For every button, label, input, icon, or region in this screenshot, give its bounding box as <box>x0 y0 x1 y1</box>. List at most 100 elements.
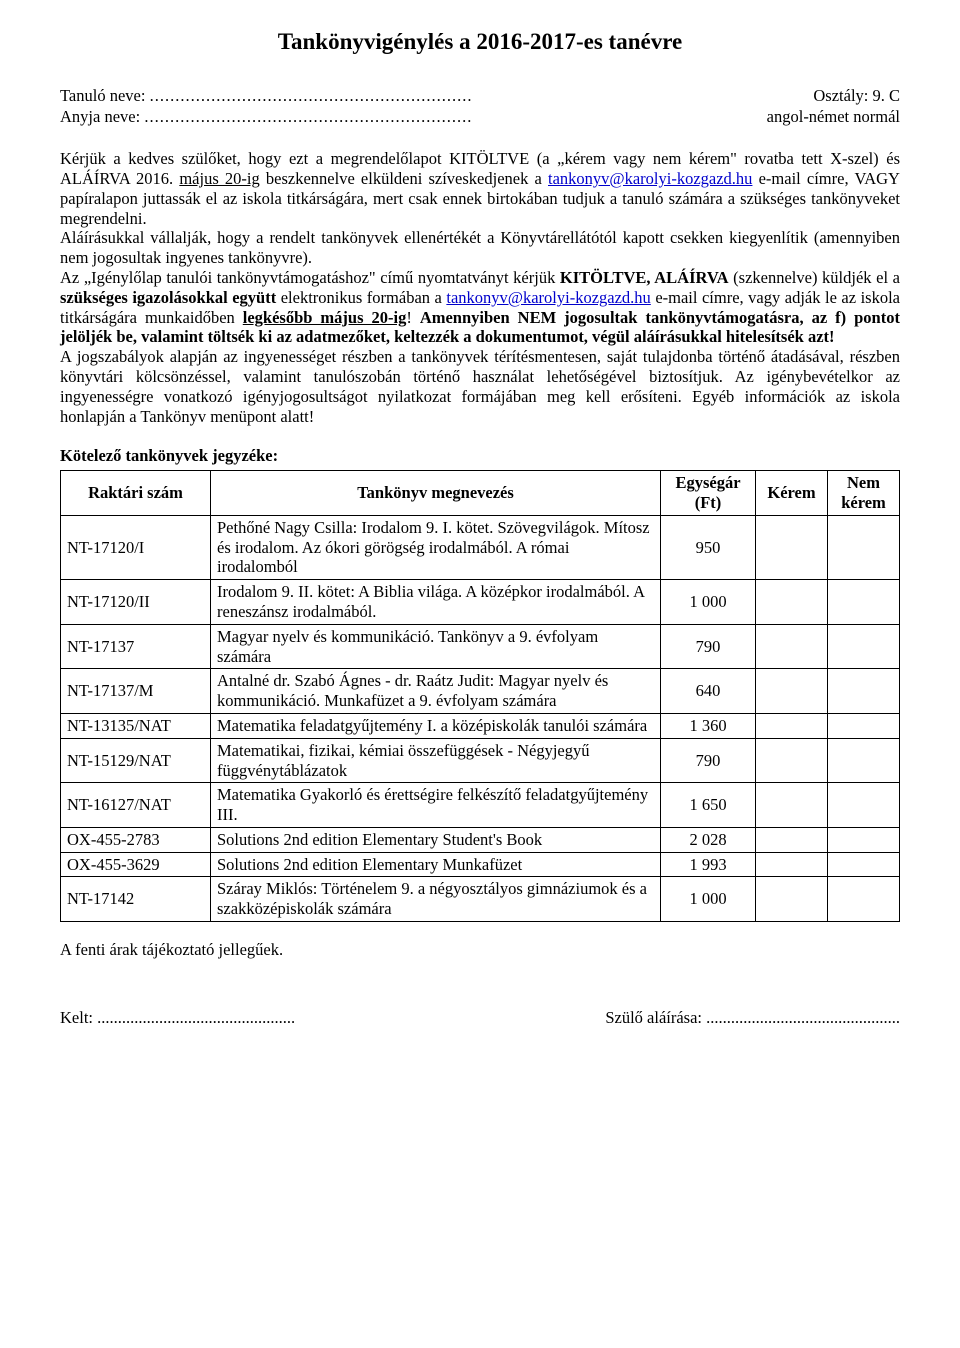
cell-price: 790 <box>661 738 756 783</box>
table-row: NT-17137/MAntalné dr. Szabó Ágnes - dr. … <box>61 669 900 714</box>
student-name-field: Tanuló neve: ...........................… <box>60 86 472 106</box>
date-dots: ........................................… <box>97 1008 295 1027</box>
cell-nem-kerem[interactable] <box>828 738 900 783</box>
table-row: NT-16127/NATMatematika Gyakorló és érett… <box>61 783 900 828</box>
table-row: NT-17120/IIIrodalom 9. II. kötet: A Bibl… <box>61 580 900 625</box>
cell-kerem[interactable] <box>756 669 828 714</box>
th-name: Tankönyv megnevezés <box>211 471 661 516</box>
cell-nem-kerem[interactable] <box>828 783 900 828</box>
student-name-label: Tanuló neve: <box>60 86 145 105</box>
cell-kerem[interactable] <box>756 580 828 625</box>
intro-p3b3: legkésőbb május 20-ig <box>243 308 407 327</box>
th-code: Raktári szám <box>61 471 211 516</box>
cell-kerem[interactable] <box>756 738 828 783</box>
mother-row: Anyja neve: ............................… <box>60 107 900 127</box>
intro-p4: A jogszabályok alapján az ingyenességet … <box>60 347 900 426</box>
cell-kerem[interactable] <box>756 713 828 738</box>
table-section-title: Kötelező tankönyvek jegyzéke: <box>60 446 900 466</box>
cell-price: 950 <box>661 515 756 579</box>
sign-label: Szülő aláírása: <box>605 1008 702 1027</box>
intro-p2: Aláírásukkal vállalják, hogy a rendelt t… <box>60 228 900 268</box>
cell-nem-kerem[interactable] <box>828 827 900 852</box>
price-footnote: A fenti árak tájékoztató jellegűek. <box>60 940 900 960</box>
cell-kerem[interactable] <box>756 783 828 828</box>
mother-name-field: Anyja neve: ............................… <box>60 107 472 127</box>
date-field: Kelt: ..................................… <box>60 1008 295 1028</box>
cell-nem-kerem[interactable] <box>828 713 900 738</box>
cell-name: Matematikai, fizikai, kémiai összefüggés… <box>211 738 661 783</box>
cell-nem-kerem[interactable] <box>828 877 900 922</box>
cell-kerem[interactable] <box>756 827 828 852</box>
table-row: NT-17137Magyar nyelv és kommunikáció. Ta… <box>61 624 900 669</box>
cell-nem-kerem[interactable] <box>828 515 900 579</box>
cell-kerem[interactable] <box>756 852 828 877</box>
cell-code: NT-17142 <box>61 877 211 922</box>
cell-code: OX-455-3629 <box>61 852 211 877</box>
cell-code: NT-17137 <box>61 624 211 669</box>
sign-dots: ........................................… <box>706 1008 900 1027</box>
signature-row: Kelt: ..................................… <box>60 1008 900 1028</box>
cell-name: Matematika feladatgyűjtemény I. a középi… <box>211 713 661 738</box>
intro-p3b: (szkennelve) küldjék el a <box>729 268 900 287</box>
intro-block: Kérjük a kedves szülőket, hogy ezt a meg… <box>60 149 900 426</box>
cell-code: NT-17120/II <box>61 580 211 625</box>
table-row: NT-13135/NATMatematika feladatgyűjtemény… <box>61 713 900 738</box>
cell-kerem[interactable] <box>756 515 828 579</box>
cell-price: 790 <box>661 624 756 669</box>
language-label: angol-német normál <box>767 107 900 127</box>
cell-code: OX-455-2783 <box>61 827 211 852</box>
student-name-dots: ........................................… <box>150 86 473 105</box>
intro-p3c: elektronikus formában a <box>276 288 446 307</box>
sign-field: Szülő aláírása: ........................… <box>605 1008 900 1028</box>
cell-code: NT-13135/NAT <box>61 713 211 738</box>
cell-price: 1 000 <box>661 580 756 625</box>
cell-price: 2 028 <box>661 827 756 852</box>
table-header-row: Raktári szám Tankönyv megnevezés Egységá… <box>61 471 900 516</box>
intro-p3e: ! <box>406 308 419 327</box>
intro-p1: Kérjük a kedves szülőket, hogy ezt a meg… <box>60 149 900 228</box>
cell-nem-kerem[interactable] <box>828 852 900 877</box>
intro-p3b1: KITÖLTVE, ALÁÍRVA <box>560 268 729 287</box>
cell-name: Solutions 2nd edition Elementary Student… <box>211 827 661 852</box>
cell-name: Solutions 2nd edition Elementary Munkafü… <box>211 852 661 877</box>
cell-name: Magyar nyelv és kommunikáció. Tankönyv a… <box>211 624 661 669</box>
cell-kerem[interactable] <box>756 877 828 922</box>
cell-name: Matematika Gyakorló és érettségire felké… <box>211 783 661 828</box>
table-row: NT-17120/IPethőné Nagy Csilla: Irodalom … <box>61 515 900 579</box>
page-title: Tankönyvigénylés a 2016-2017-es tanévre <box>60 28 900 56</box>
mother-name-dots: ........................................… <box>144 107 472 126</box>
table-row: NT-17142Száray Miklós: Történelem 9. a n… <box>61 877 900 922</box>
intro-p3: Az „Igénylőlap tanulói tankönyvtámogatás… <box>60 268 900 347</box>
th-price: Egységár (Ft) <box>661 471 756 516</box>
intro-p1b: beszkennelve elküldeni szíveskedjenek a <box>260 169 548 188</box>
class-label: Osztály: 9. C <box>813 86 900 106</box>
cell-nem-kerem[interactable] <box>828 624 900 669</box>
th-ker: Kérem <box>756 471 828 516</box>
table-row: OX-455-2783Solutions 2nd edition Element… <box>61 827 900 852</box>
cell-name: Száray Miklós: Történelem 9. a négyosztá… <box>211 877 661 922</box>
cell-price: 1 000 <box>661 877 756 922</box>
intro-p1u: május 20-ig <box>179 169 259 188</box>
intro-p3b2: szükséges igazolásokkal együtt <box>60 288 276 307</box>
cell-code: NT-16127/NAT <box>61 783 211 828</box>
intro-link2[interactable]: tankonyv@karolyi-kozgazd.hu <box>446 288 650 307</box>
cell-price: 1 360 <box>661 713 756 738</box>
th-nker: Nem kérem <box>828 471 900 516</box>
cell-kerem[interactable] <box>756 624 828 669</box>
date-label: Kelt: <box>60 1008 93 1027</box>
table-row: OX-455-3629Solutions 2nd edition Element… <box>61 852 900 877</box>
cell-code: NT-15129/NAT <box>61 738 211 783</box>
mother-name-label: Anyja neve: <box>60 107 140 126</box>
cell-nem-kerem[interactable] <box>828 580 900 625</box>
cell-name: Irodalom 9. II. kötet: A Biblia világa. … <box>211 580 661 625</box>
cell-code: NT-17137/M <box>61 669 211 714</box>
cell-price: 640 <box>661 669 756 714</box>
cell-name: Antalné dr. Szabó Ágnes - dr. Raátz Judi… <box>211 669 661 714</box>
table-row: NT-15129/NATMatematikai, fizikai, kémiai… <box>61 738 900 783</box>
cell-price: 1 993 <box>661 852 756 877</box>
cell-price: 1 650 <box>661 783 756 828</box>
cell-code: NT-17120/I <box>61 515 211 579</box>
student-row: Tanuló neve: ...........................… <box>60 86 900 106</box>
intro-link1[interactable]: tankonyv@karolyi-kozgazd.hu <box>548 169 752 188</box>
cell-nem-kerem[interactable] <box>828 669 900 714</box>
